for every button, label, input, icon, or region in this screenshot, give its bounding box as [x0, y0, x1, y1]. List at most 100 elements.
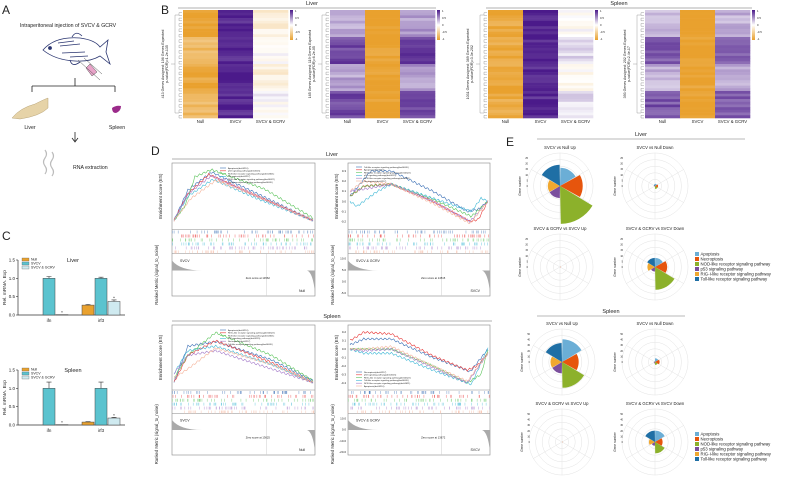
heatmap-cell — [645, 85, 681, 89]
rose-wedge — [562, 362, 585, 388]
legend-swatch — [695, 277, 699, 281]
rose-wedge — [560, 175, 583, 197]
zero-score-label: Zero score at 14515 — [421, 276, 446, 280]
heatmap-cell — [680, 101, 716, 105]
heatmap-cell — [523, 64, 559, 67]
heatmap-cell — [183, 72, 219, 76]
heatmap-cell — [400, 34, 436, 38]
rose-axis-label: Gene number — [613, 256, 617, 276]
heatmap-cell — [680, 34, 716, 38]
heatmap-cell — [558, 107, 594, 111]
heatmap-cell — [183, 34, 219, 38]
heatmap-cell — [715, 47, 751, 51]
es-curve — [173, 344, 314, 384]
rose-tick-label: 30 — [527, 424, 530, 427]
heatmap-cell — [400, 69, 436, 73]
syringe-icon — [77, 57, 103, 81]
legend-swatch — [695, 447, 699, 451]
heatmap-cell — [523, 101, 559, 105]
heatmap-cell — [523, 88, 559, 92]
rose-wedge — [545, 343, 562, 362]
rose-tick-label: 0 — [622, 361, 624, 364]
heatmap-cell — [330, 37, 366, 40]
rose-tick-label: 25 — [525, 238, 528, 241]
heatmap-cell — [488, 55, 524, 59]
heatmap-cell — [680, 20, 716, 24]
heatmap-cell — [218, 112, 254, 116]
heatmap-cell — [715, 109, 751, 113]
rose-wedge — [550, 356, 562, 368]
heatmap-cell — [218, 28, 254, 32]
grid-spoke — [561, 441, 591, 459]
grid-spoke — [559, 169, 589, 187]
rm-tick-label: 0.0 — [342, 428, 347, 432]
heatmap-cell — [400, 74, 436, 78]
heatmap-cell — [645, 88, 681, 92]
heatmap-cell — [488, 39, 524, 43]
heatmap-cell — [400, 50, 436, 54]
heatmap-cell — [330, 96, 366, 100]
heatmap-4: Null SVCV SVCV & GCRV 393 Genes Assigned; 2… — [623, 9, 762, 124]
heatmap-cell — [330, 20, 366, 24]
rose-wedge — [562, 339, 582, 362]
heatmap-cell — [645, 20, 681, 24]
heatmap-cell — [400, 107, 436, 111]
color-scale-tick: 0.5 — [442, 16, 446, 20]
heatmap-cell — [488, 69, 524, 73]
heatmap-cell — [645, 55, 681, 59]
heatmap-cell — [365, 112, 401, 116]
heatmap-cell — [715, 77, 751, 81]
heatmap-cell — [558, 74, 594, 78]
rose-chart: SVCV & GCRV vs SVCV Up Gene number 0 5 10 15 2… — [518, 226, 594, 301]
gene-label: irf3 — [98, 318, 105, 323]
rose-tick-label: 0 — [527, 185, 529, 188]
y-axis-label: Rel. mRNA. Exp — [2, 380, 8, 415]
heatmap-cell — [488, 115, 524, 119]
heatmap-cell — [253, 101, 289, 105]
heatmap-cell — [645, 91, 681, 94]
heatmap-cell — [365, 109, 401, 113]
heatmap-cell — [365, 82, 401, 86]
grid-spoke — [531, 185, 561, 203]
heatmap-cell — [523, 12, 559, 16]
heatmap-cell — [558, 104, 594, 108]
legend-swatch — [695, 457, 699, 461]
grid-spoke — [531, 266, 561, 284]
chart-title: Spleen — [64, 368, 81, 374]
legend-swatch — [695, 432, 699, 436]
heatmap-cell — [400, 47, 436, 51]
pathway-legend-label: Toll-like receptor signaling pathway — [701, 277, 768, 282]
heatmap-gene-count: 393 Genes Assigned; 202 Genes Expected — [623, 30, 627, 99]
heatmap-cell — [523, 45, 559, 49]
es-tick-label: -0.3 — [341, 372, 347, 376]
rose-wedge — [655, 362, 658, 365]
heatmap-cell — [680, 72, 716, 76]
rose-wedge — [655, 186, 658, 189]
heatmap-cell — [558, 50, 594, 54]
heatmap-cell — [365, 50, 401, 54]
rose-tick-label: 10 — [620, 355, 623, 358]
heatmap-cell — [253, 55, 289, 59]
heatmap-cell — [253, 93, 289, 97]
rose-chart-title: SVCV & GCRV vs SVCV Up — [534, 226, 588, 231]
zero-score-label: Zero score at 13672 — [421, 435, 446, 439]
heatmap-cell — [218, 15, 254, 19]
heatmap-cell — [365, 107, 401, 111]
heatmap-cell — [218, 58, 254, 62]
heatmap-cell — [365, 77, 401, 81]
rose-chart-title: SVCV & GCRV vs SVCV Down — [626, 401, 685, 406]
heatmap-cell — [365, 88, 401, 92]
heatmap-cell — [218, 18, 254, 22]
es-tick-label: -0.2 — [341, 364, 347, 368]
heatmap-cell — [183, 20, 219, 24]
heatmap-cell — [645, 107, 681, 111]
heatmap-cell — [680, 109, 716, 113]
gsea-legend-label: RIG-I-like receptor signaling pathway(dr… — [364, 376, 411, 379]
es-tick-label: 0.1 — [342, 189, 347, 193]
branch-lines — [31, 78, 116, 92]
heatmap-cell — [715, 80, 751, 84]
heatmap-cell — [715, 74, 751, 78]
heatmap-cell — [253, 10, 289, 13]
heatmap-cell — [523, 91, 559, 94]
positive-phenotype-label: SVCV & GCRV — [356, 259, 381, 263]
